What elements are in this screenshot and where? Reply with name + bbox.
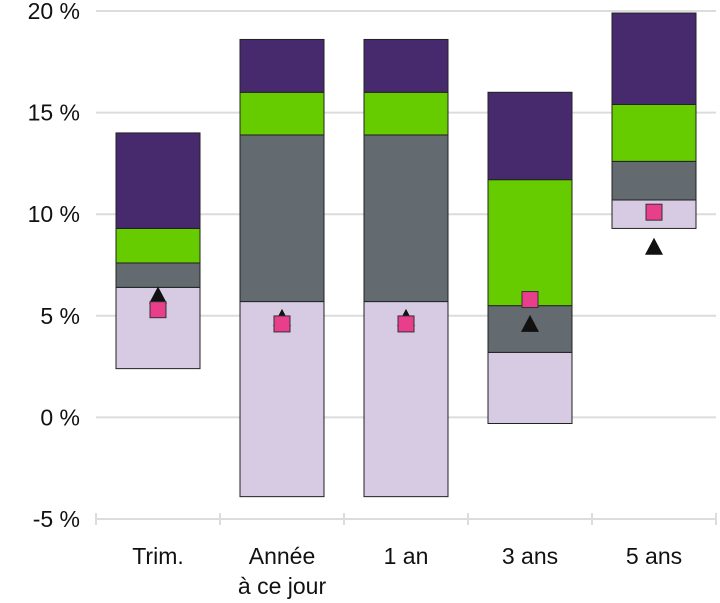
triangle-marker <box>521 314 539 332</box>
bar-segment <box>239 91 325 136</box>
bar-segment <box>487 351 573 424</box>
x-category-label: Trim. <box>132 543 184 569</box>
bar-group <box>115 132 201 370</box>
x-category-label-line: 3 ans <box>502 543 558 569</box>
bar-segment <box>239 134 325 303</box>
x-category-label-line: Année <box>249 543 316 569</box>
square-marker <box>149 301 167 319</box>
bar-segment <box>363 38 449 93</box>
x-category-label-line: Trim. <box>132 543 184 569</box>
square-marker <box>645 203 663 221</box>
bar-segment <box>115 227 201 264</box>
x-category-label-line: 5 ans <box>626 543 682 569</box>
bar-group <box>487 91 573 424</box>
triangle-marker <box>645 237 663 255</box>
square-marker <box>397 315 415 333</box>
x-category-label: 1 an <box>384 543 429 569</box>
markers <box>149 203 663 333</box>
x-category-label: Année à ce jour <box>238 543 327 599</box>
y-tick-label: 0 % <box>40 404 80 430</box>
bar-segment <box>363 91 449 136</box>
bar-segment <box>239 301 325 498</box>
x-category-label-line: 1 an <box>384 543 429 569</box>
bar-group <box>239 38 325 498</box>
bar-segment <box>611 12 697 105</box>
bar-segment <box>487 91 573 181</box>
y-tick-label: 15 % <box>28 100 80 126</box>
bar-segment <box>611 103 697 162</box>
y-tick-label: -5 % <box>33 506 80 532</box>
bar-segment <box>363 134 449 303</box>
y-tick-label: 10 % <box>28 201 80 227</box>
bar-segment <box>487 179 573 307</box>
bars <box>115 12 697 498</box>
bar-segment <box>611 160 697 201</box>
bar-segment <box>115 132 201 229</box>
bar-segment <box>239 38 325 93</box>
square-marker <box>273 315 291 333</box>
x-category-label-line: à ce jour <box>238 573 327 599</box>
x-category-label: 3 ans <box>502 543 558 569</box>
bar-group <box>611 12 697 229</box>
y-axis-tick-labels: -5 % 0 % 5 % 10 % 15 % 20 % <box>28 0 80 532</box>
y-tick-label: 5 % <box>40 303 80 329</box>
bar-group <box>363 38 449 498</box>
square-marker <box>521 291 539 309</box>
x-category-label: 5 ans <box>626 543 682 569</box>
x-axis-category-labels: Trim. Année à ce jour 1 an 3 ans 5 ans <box>132 543 682 599</box>
bar-segment <box>115 262 201 288</box>
triangle-marker <box>149 286 167 304</box>
y-tick-label: 20 % <box>28 0 80 24</box>
